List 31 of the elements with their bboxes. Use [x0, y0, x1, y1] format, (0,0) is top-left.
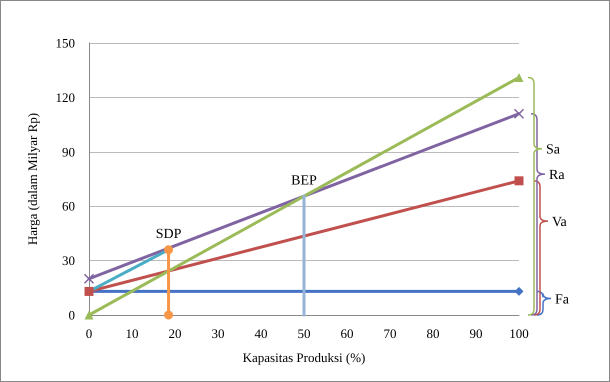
point: [164, 310, 174, 320]
x-tick-label: 40: [254, 326, 268, 341]
x-tick-label: 0: [86, 326, 92, 341]
x-tick-label: 70: [384, 326, 396, 341]
y-tick-label: 0: [68, 308, 75, 322]
point: [84, 273, 94, 284]
annotation: BEP: [291, 174, 318, 189]
x-tick-label: 80: [426, 326, 440, 341]
x-axis-title: Kapasitas Produksi (%): [242, 350, 366, 365]
y-axis-title: Harga (dalam Milyar Rp): [25, 112, 40, 246]
point: [164, 245, 174, 254]
annotation: SDP: [156, 227, 182, 242]
y-tick-label: 120: [56, 90, 75, 105]
x-tick-label: 60: [340, 326, 354, 341]
legend-label: Fa: [555, 292, 570, 308]
text: Sa: [546, 142, 561, 158]
y-tick-label: 60: [62, 198, 75, 214]
x-tick-label: 20: [168, 326, 182, 341]
text: Va: [552, 215, 568, 230]
text: Ra: [549, 168, 566, 184]
y-tick-label: 90: [62, 144, 75, 160]
point: [514, 176, 524, 186]
x-tick-label: 30: [212, 326, 224, 341]
y-tick-label: 30: [62, 253, 75, 268]
point: [514, 108, 524, 119]
x-tick-label: 50: [298, 326, 310, 341]
y-tick-label: 150: [56, 36, 75, 50]
x-tick-label: 10: [126, 326, 138, 341]
x-tick-label: 100: [509, 326, 529, 341]
x-tick-label: 90: [470, 326, 482, 341]
point: [514, 286, 524, 296]
